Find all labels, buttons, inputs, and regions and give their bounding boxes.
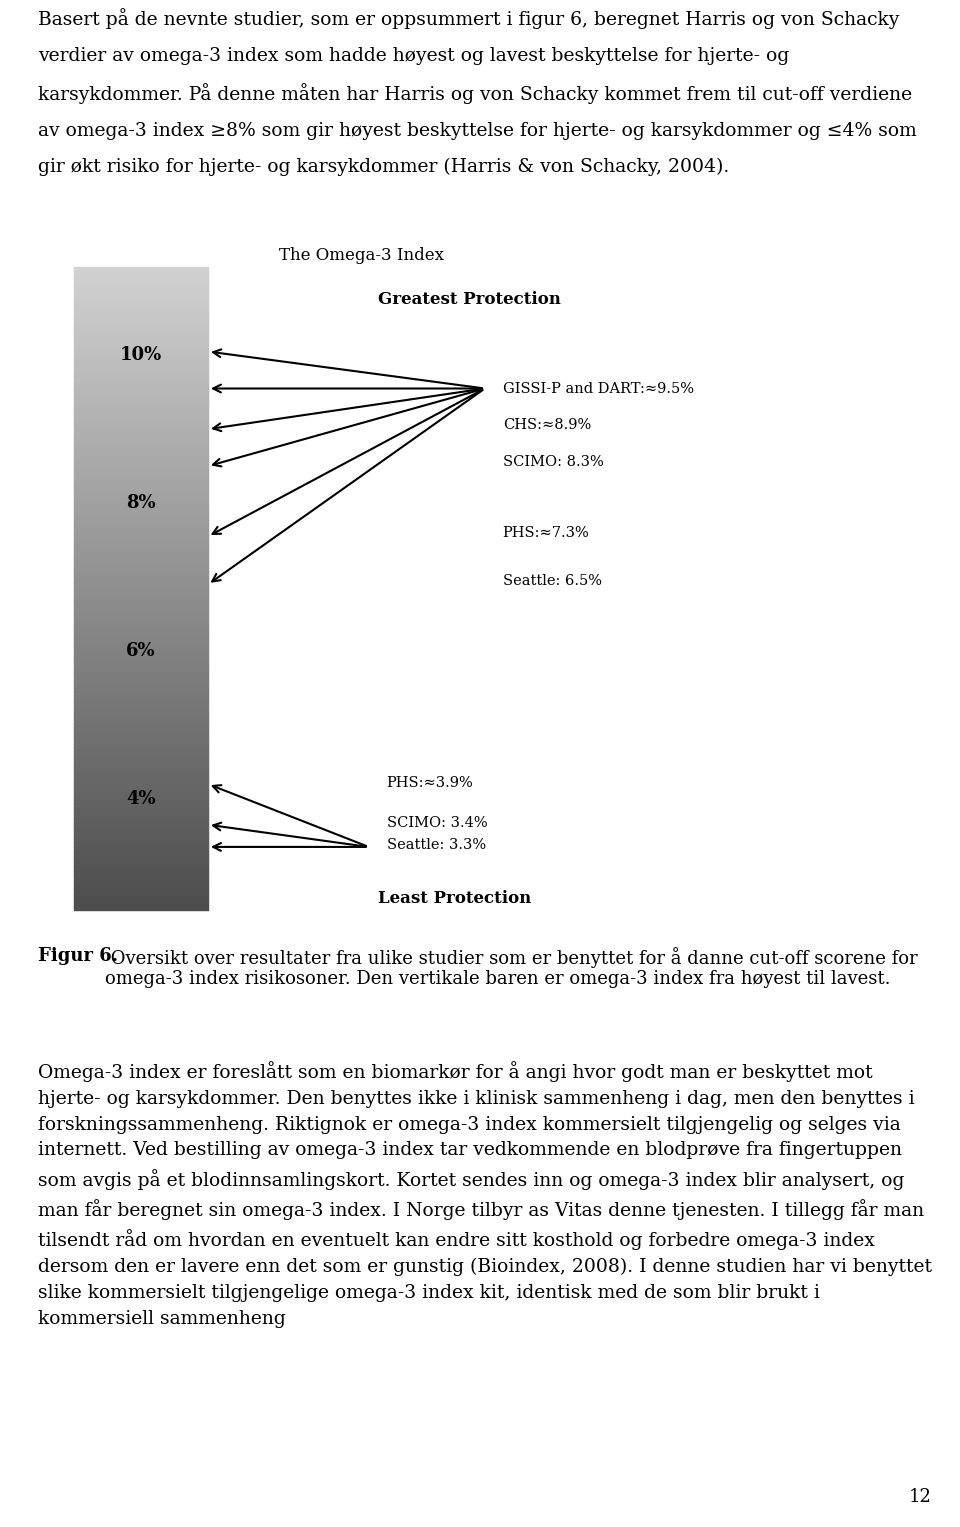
Text: SCIMO: 8.3%: SCIMO: 8.3% [503,455,604,469]
Text: 8%: 8% [127,495,156,512]
Text: PHS:≈7.3%: PHS:≈7.3% [503,525,589,539]
Text: Seattle: 6.5%: Seattle: 6.5% [503,574,602,588]
Text: Omega-3 index er foreslått som en biomarkør for å angi hvor godt man er beskytte: Omega-3 index er foreslått som en biomar… [38,1061,932,1327]
Text: 12: 12 [908,1489,931,1506]
Text: 6%: 6% [127,641,156,660]
Text: Oversikt over resultater fra ulike studier som er benyttet for å danne cut-off s: Oversikt over resultater fra ulike studi… [106,947,918,988]
Text: CHS:≈8.9%: CHS:≈8.9% [503,418,591,432]
Text: SCIMO: 3.4%: SCIMO: 3.4% [387,817,488,831]
Text: Basert på de nevnte studier, som er oppsummert i figur 6, beregnet Harris og von: Basert på de nevnte studier, som er opps… [38,8,917,176]
Text: GISSI-P and DART:≈9.5%: GISSI-P and DART:≈9.5% [503,382,694,395]
Text: The Omega-3 Index: The Omega-3 Index [279,247,444,264]
Text: Seattle: 3.3%: Seattle: 3.3% [387,838,486,852]
Text: PHS:≈3.9%: PHS:≈3.9% [387,776,473,789]
Text: 4%: 4% [127,789,156,808]
Text: 10%: 10% [120,347,162,365]
Text: Least Protection: Least Protection [377,890,531,907]
Text: Figur 6.: Figur 6. [38,947,118,965]
Text: Greatest Protection: Greatest Protection [377,292,561,308]
